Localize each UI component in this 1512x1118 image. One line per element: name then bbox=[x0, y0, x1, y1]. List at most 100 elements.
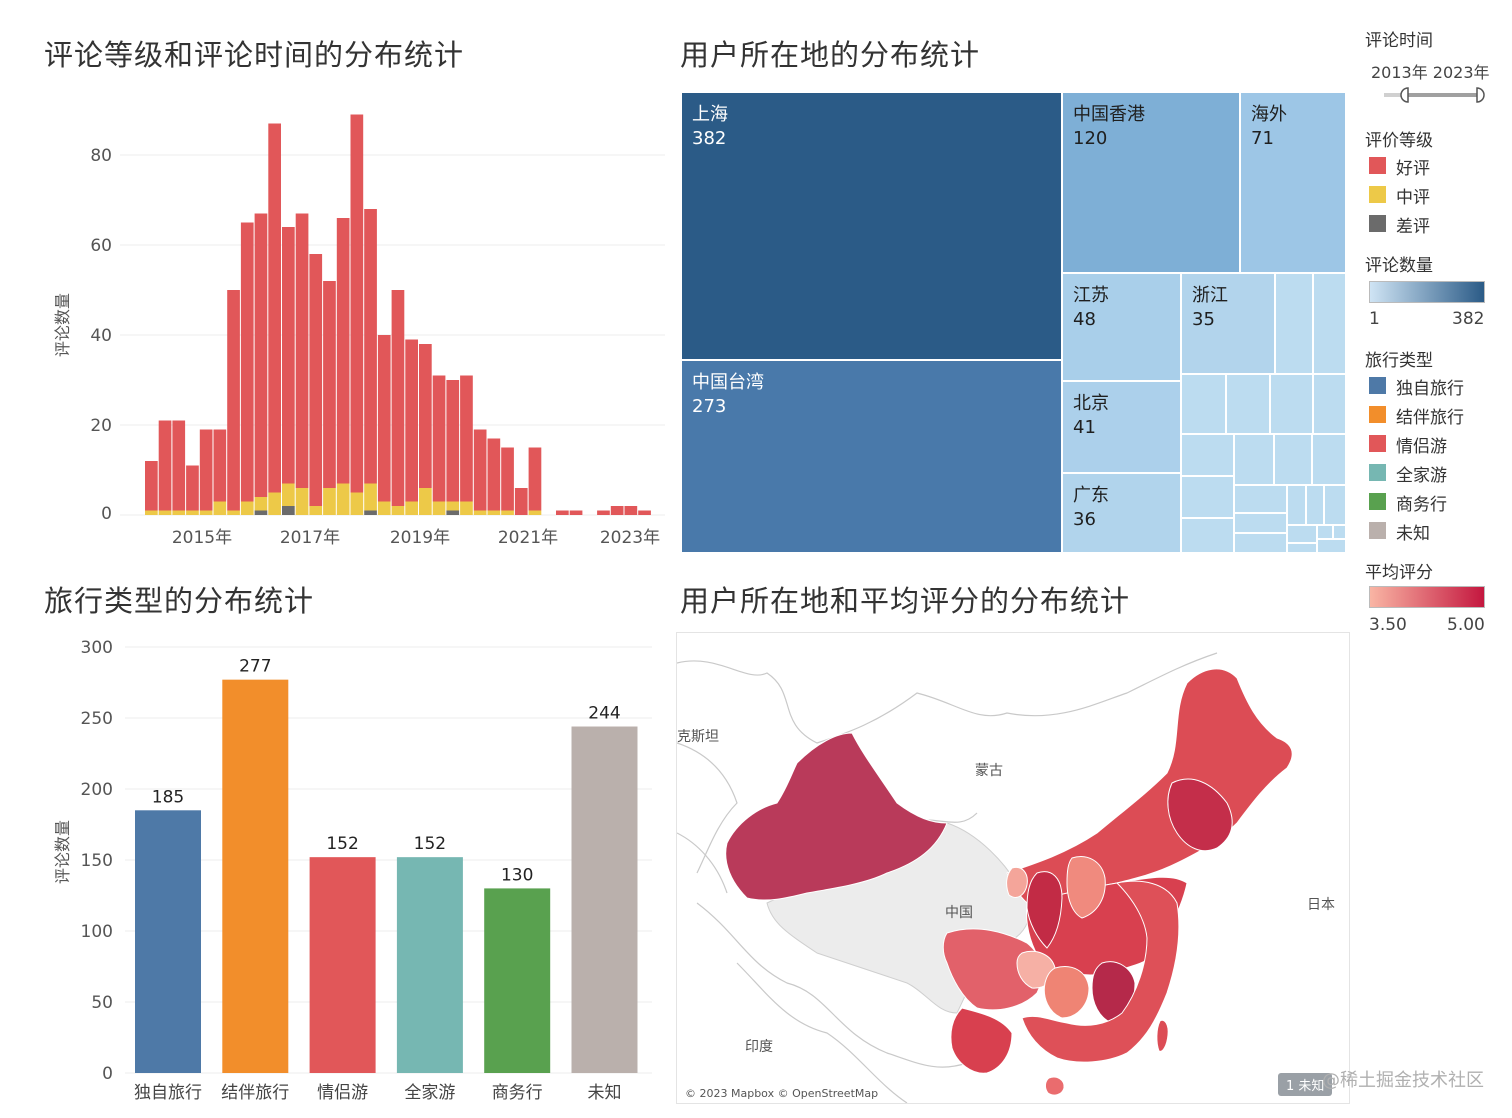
histogram-bar-positive[interactable] bbox=[569, 510, 583, 516]
histogram-bar-neutral[interactable] bbox=[227, 510, 240, 516]
review-time-histogram[interactable]: 评论数量 0 20 40 60 80 2015年 2017年 2019年 2021年 2023年 bbox=[40, 90, 665, 555]
travel-type-legend-label[interactable]: 独自旅行 bbox=[1396, 379, 1464, 399]
histogram-bar-positive[interactable] bbox=[487, 438, 501, 511]
histogram-bar-positive[interactable] bbox=[514, 488, 528, 515]
rating-legend-label[interactable]: 中评 bbox=[1396, 188, 1430, 208]
histogram-bar-positive[interactable] bbox=[309, 254, 323, 506]
histogram-bar-positive[interactable] bbox=[364, 209, 377, 484]
travel-type-legend-swatch[interactable] bbox=[1369, 464, 1386, 481]
histogram-bar-positive[interactable] bbox=[350, 114, 364, 493]
treemap-cell[interactable] bbox=[1312, 434, 1346, 485]
histogram-bar-positive[interactable] bbox=[172, 420, 186, 511]
histogram-bar-positive[interactable] bbox=[213, 429, 227, 502]
treemap-cell[interactable] bbox=[1287, 485, 1306, 525]
histogram-bar-neutral[interactable] bbox=[432, 501, 446, 516]
histogram-bar-neutral[interactable] bbox=[309, 506, 323, 515]
histogram-bar-neutral[interactable] bbox=[377, 501, 391, 516]
treemap-cell[interactable] bbox=[1313, 273, 1346, 374]
histogram-bar-positive[interactable] bbox=[377, 335, 391, 502]
travel-type-legend-label[interactable]: 情侣游 bbox=[1396, 437, 1447, 457]
histogram-bar-neutral[interactable] bbox=[350, 492, 364, 516]
histogram-bar-positive[interactable] bbox=[460, 375, 473, 502]
rating-legend-swatch[interactable] bbox=[1369, 215, 1386, 232]
histogram-bar-positive[interactable] bbox=[501, 447, 514, 511]
histogram-bar-neutral[interactable] bbox=[501, 510, 514, 516]
histogram-bar-neutral[interactable] bbox=[364, 483, 377, 511]
histogram-bar-neutral[interactable] bbox=[528, 510, 542, 516]
slider-right-handle[interactable] bbox=[1476, 87, 1485, 103]
treemap-cell[interactable] bbox=[1333, 525, 1346, 539]
histogram-bar-neutral[interactable] bbox=[323, 488, 336, 515]
treemap-cell[interactable] bbox=[1181, 434, 1234, 476]
histogram-bar-neutral[interactable] bbox=[336, 483, 350, 516]
treemap-cell[interactable] bbox=[1226, 374, 1270, 434]
treemap-cell[interactable] bbox=[1181, 476, 1234, 518]
rating-legend-swatch[interactable] bbox=[1369, 157, 1386, 174]
treemap-cell[interactable] bbox=[1287, 525, 1317, 543]
histogram-bar-positive[interactable] bbox=[624, 506, 638, 515]
treemap-cell[interactable] bbox=[1274, 434, 1312, 485]
treemap-cell[interactable] bbox=[1324, 485, 1346, 525]
histogram-bar-neutral[interactable] bbox=[419, 488, 432, 515]
histogram-bar-positive[interactable] bbox=[227, 290, 240, 511]
treemap-cell[interactable] bbox=[1287, 543, 1317, 553]
treemap-cell[interactable] bbox=[1313, 374, 1346, 434]
bar-5[interactable] bbox=[484, 888, 551, 1073]
histogram-bar-neutral[interactable] bbox=[460, 501, 473, 516]
histogram-bar-positive[interactable] bbox=[158, 420, 172, 511]
histogram-bar-positive[interactable] bbox=[199, 429, 213, 511]
treemap-cell[interactable]: 中国香港 120 bbox=[1062, 92, 1240, 273]
histogram-bar-positive[interactable] bbox=[556, 510, 569, 516]
travel-type-legend-label[interactable]: 未知 bbox=[1396, 524, 1430, 544]
histogram-bar-neutral[interactable] bbox=[254, 497, 268, 511]
travel-type-legend-swatch[interactable] bbox=[1369, 435, 1386, 452]
rating-legend-swatch[interactable] bbox=[1369, 186, 1386, 203]
histogram-bar-positive[interactable] bbox=[638, 510, 651, 516]
bar-2[interactable] bbox=[222, 679, 289, 1073]
histogram-bar-positive[interactable] bbox=[528, 447, 542, 511]
histogram-bar-positive[interactable] bbox=[145, 461, 158, 511]
histogram-bar-neutral[interactable] bbox=[295, 488, 309, 515]
histogram-bar-neutral[interactable] bbox=[213, 501, 227, 516]
histogram-bar-positive[interactable] bbox=[419, 344, 432, 488]
travel-type-legend-label[interactable]: 全家游 bbox=[1396, 466, 1447, 486]
treemap-cell[interactable]: 广东 36 bbox=[1062, 473, 1181, 553]
histogram-bar-negative[interactable] bbox=[446, 510, 460, 516]
treemap-cell[interactable] bbox=[1306, 485, 1324, 525]
histogram-bar-neutral[interactable] bbox=[487, 510, 501, 516]
treemap-cell[interactable] bbox=[1234, 485, 1287, 513]
histogram-bar-neutral[interactable] bbox=[172, 510, 186, 516]
treemap-cell[interactable] bbox=[1270, 374, 1313, 434]
histogram-bar-neutral[interactable] bbox=[405, 501, 418, 516]
histogram-bar-positive[interactable] bbox=[323, 281, 336, 488]
histogram-bar-neutral[interactable] bbox=[186, 510, 199, 516]
histogram-bar-positive[interactable] bbox=[240, 222, 254, 502]
travel-type-legend-swatch[interactable] bbox=[1369, 406, 1386, 423]
travel-type-legend-swatch[interactable] bbox=[1369, 377, 1386, 394]
histogram-bar-positive[interactable] bbox=[282, 227, 295, 484]
treemap-cell[interactable]: 中国台湾 273 bbox=[681, 360, 1062, 553]
treemap-cell[interactable]: 海外 71 bbox=[1240, 92, 1346, 273]
histogram-bar-negative[interactable] bbox=[254, 510, 268, 516]
histogram-bar-positive[interactable] bbox=[336, 218, 350, 484]
histogram-bar-neutral[interactable] bbox=[199, 510, 213, 516]
histogram-bar-neutral[interactable] bbox=[240, 501, 254, 516]
histogram-bar-positive[interactable] bbox=[610, 506, 624, 515]
histogram-bar-neutral[interactable] bbox=[473, 510, 487, 516]
bar-1[interactable] bbox=[135, 810, 201, 1073]
histogram-bar-positive[interactable] bbox=[254, 213, 268, 498]
treemap-cell[interactable] bbox=[1181, 374, 1226, 434]
histogram-bar-positive[interactable] bbox=[268, 123, 281, 493]
time-range-slider[interactable] bbox=[1380, 85, 1490, 105]
travel-type-bar-chart[interactable]: 评论数量 0 50 100 150 200 250 300 185 独自旅行 277 结伴旅行 152… bbox=[40, 630, 660, 1110]
histogram-bar-positive[interactable] bbox=[186, 465, 199, 511]
histogram-bar-positive[interactable] bbox=[391, 290, 405, 506]
histogram-bar-neutral[interactable] bbox=[158, 510, 172, 516]
slider-left-handle[interactable] bbox=[1400, 87, 1409, 103]
histogram-bar-neutral[interactable] bbox=[145, 510, 158, 516]
histogram-bar-positive[interactable] bbox=[405, 339, 418, 502]
bar-3[interactable] bbox=[309, 857, 376, 1073]
treemap-cell[interactable]: 浙江 35 bbox=[1181, 273, 1275, 374]
map-canvas[interactable]: 克斯坦 蒙古 中国 印度 日本 © 2023 Mapbox © OpenStre… bbox=[677, 633, 1349, 1103]
location-treemap[interactable]: 上海 382 中国台湾 273 中国香港 120 海外 71 江苏 48 浙江 35 北京 41 广东 36 bbox=[681, 92, 1346, 553]
